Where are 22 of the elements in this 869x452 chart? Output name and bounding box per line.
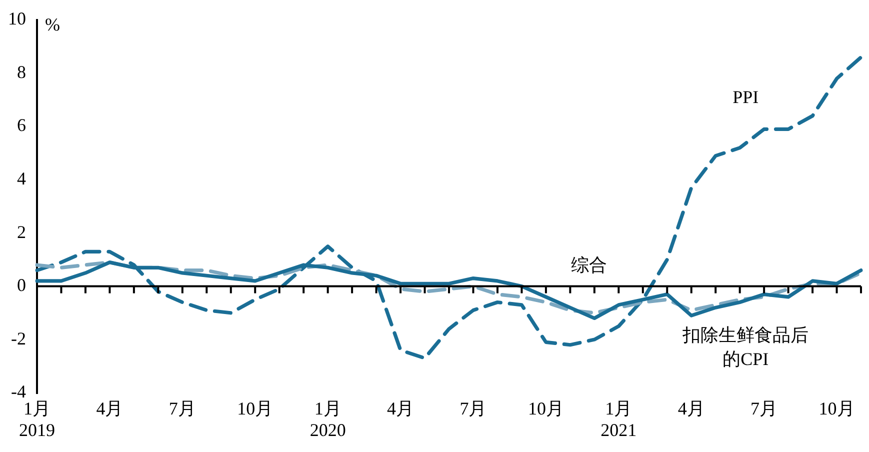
y-tick-label: 2 [17,222,26,242]
x-tick-label: 10月 [237,398,274,418]
x-tick-label: 4月 [678,398,705,418]
x-tick-label: 7月 [168,398,196,418]
x-tick-label: 1月 2020 [310,398,346,440]
x-tick-label: 10月 [818,398,855,418]
y-tick-label: -2 [11,328,26,348]
x-tick-label: 4月 [96,398,124,418]
series-label: 扣除生鲜食品后的CPI [682,324,809,369]
x-tick-label: 10月 [528,398,564,418]
y-tick-label: 10 [8,8,26,29]
series-label: 综合 [571,254,608,275]
x-tick-label: 7月 [460,398,487,418]
series-label: PPI [732,87,759,108]
x-tick-label: 4月 [387,398,414,418]
y-tick-label: 6 [17,115,26,136]
y-tick-label: 4 [17,168,26,189]
y-tick-label: 0 [17,275,26,296]
y-axis-title: % [45,14,60,35]
x-tick-label: 7月 [750,398,778,418]
x-tick-label: 1月 2021 [600,398,637,440]
y-tick-label: 8 [17,62,26,82]
